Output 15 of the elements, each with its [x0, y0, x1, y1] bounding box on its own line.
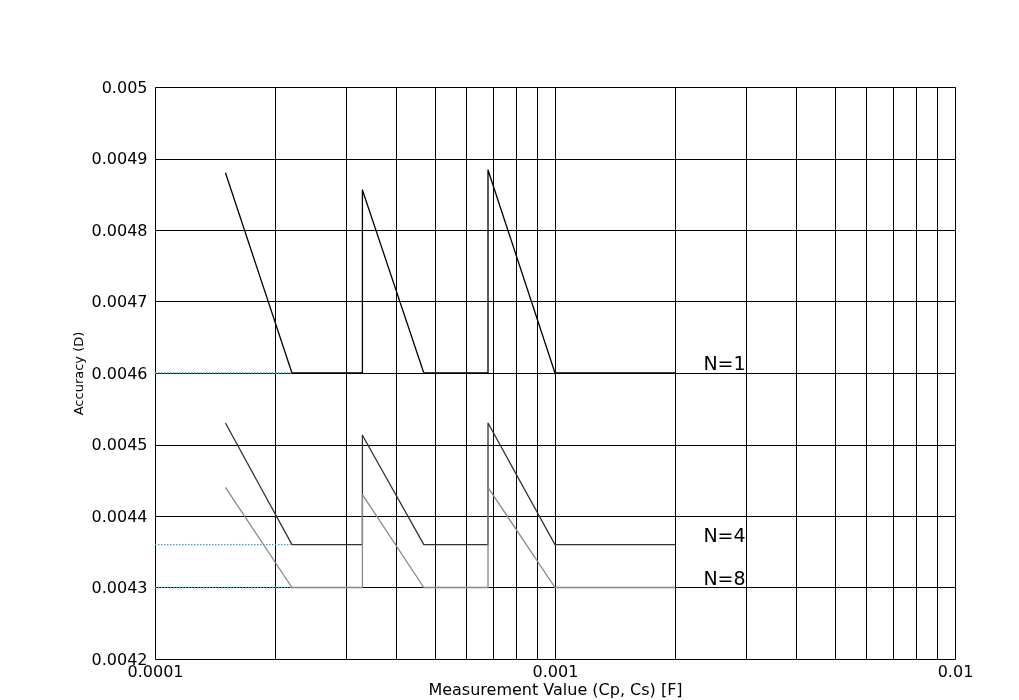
y-tick-label: 0.0044: [91, 506, 148, 526]
x-axis-title: Measurement Value (Cp, Cs) [F]: [428, 679, 683, 699]
y-tick-label: 0.0047: [91, 292, 148, 311]
series-label: N=8: [703, 566, 746, 589]
y-axis-title: Accuracy (D): [70, 331, 86, 416]
y-tick-label: 0.0043: [91, 578, 148, 597]
y-tick-label: 0.0046: [91, 363, 148, 383]
y-tick-label: 0.0048: [91, 220, 148, 240]
x-tick-label: 0.01: [937, 661, 974, 681]
y-tick-label: 0.005: [101, 77, 148, 97]
x-tick-label: 0.001: [532, 661, 579, 681]
y-tick-label: 0.0049: [91, 149, 148, 168]
y-tick-label: 0.0045: [91, 435, 148, 454]
series-label: N=1: [703, 352, 746, 374]
series-label: N=4: [703, 523, 746, 546]
